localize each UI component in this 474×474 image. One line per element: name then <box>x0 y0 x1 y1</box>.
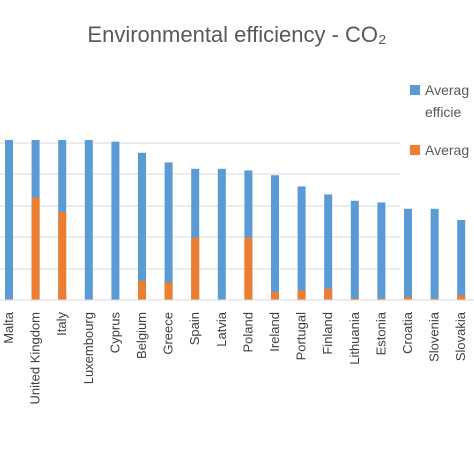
bar-series-2 <box>244 237 253 300</box>
bar-series-1 <box>164 162 173 300</box>
bar-series-1 <box>111 141 120 300</box>
bar-series-2 <box>377 298 386 300</box>
x-tick-label: Cyprus <box>107 312 122 354</box>
x-tick-label: Estonia <box>373 311 388 355</box>
x-tick-label: Finland <box>320 312 335 355</box>
gridlines <box>0 142 400 270</box>
x-tick-label: Greece <box>161 312 176 355</box>
bar-series-1 <box>404 208 412 300</box>
chart-title: Environmental efficiency - CO₂ <box>87 22 387 47</box>
bar-series-1 <box>84 140 93 300</box>
bar-series-1 <box>297 186 306 300</box>
bar-series-1 <box>457 220 466 300</box>
x-tick-label: United Kingdom <box>28 312 43 405</box>
bar-series-1 <box>138 152 146 300</box>
x-tick-label: Malta <box>1 311 16 344</box>
bar-series-1 <box>271 175 279 300</box>
x-tick-labels: Malta United Kingdom Italy Luxembourg Cyprus… <box>1 311 468 404</box>
bar-series-2 <box>430 298 439 300</box>
x-tick-label: Lithuania <box>347 311 362 365</box>
bar-series-2 <box>138 280 146 300</box>
legend-label-series-2-line-1: Averag <box>425 142 469 158</box>
x-tick-label: Belgium <box>134 312 149 359</box>
legend: Averag efficie Averag <box>410 82 469 158</box>
bar-series-1 <box>217 168 226 300</box>
bar-series-2 <box>324 288 333 300</box>
bar-series-2 <box>297 290 306 300</box>
bar-series-1 <box>324 194 333 300</box>
legend-label-series-1-line-2: efficie <box>425 104 462 120</box>
x-tick-label: Slovenia <box>427 311 442 362</box>
legend-label-series-1-line-1: Averag <box>425 82 469 98</box>
bars <box>5 140 466 300</box>
bar-series-2 <box>271 292 279 300</box>
bar-series-2 <box>191 237 200 300</box>
bar-series-1 <box>350 200 359 300</box>
bar-series-1 <box>191 168 200 300</box>
bar-series-1 <box>377 202 386 300</box>
bar-series-2 <box>404 296 412 300</box>
x-tick-label: Italy <box>54 312 69 336</box>
x-tick-label: Poland <box>240 312 255 352</box>
x-tick-label: Portugal <box>294 312 309 361</box>
x-tick-label: Latvia <box>214 311 229 346</box>
bar-series-1 <box>430 208 439 300</box>
x-tick-label: Slovakia <box>453 311 468 361</box>
x-tick-label: Spain <box>187 312 202 345</box>
x-tick-label: Croatia <box>400 311 415 354</box>
legend-swatch-series-1 <box>410 85 420 95</box>
legend-swatch-series-2 <box>410 145 420 155</box>
bar-series-1 <box>5 140 13 300</box>
bar-series-2 <box>350 298 359 300</box>
bar-series-2 <box>457 295 466 300</box>
bar-series-2 <box>58 212 67 300</box>
bar-series-2 <box>164 282 173 300</box>
x-tick-label: Ireland <box>267 312 282 352</box>
bar-series-1 <box>244 170 253 300</box>
x-tick-label: Luxembourg <box>81 312 96 384</box>
bar-series-2 <box>31 197 40 300</box>
